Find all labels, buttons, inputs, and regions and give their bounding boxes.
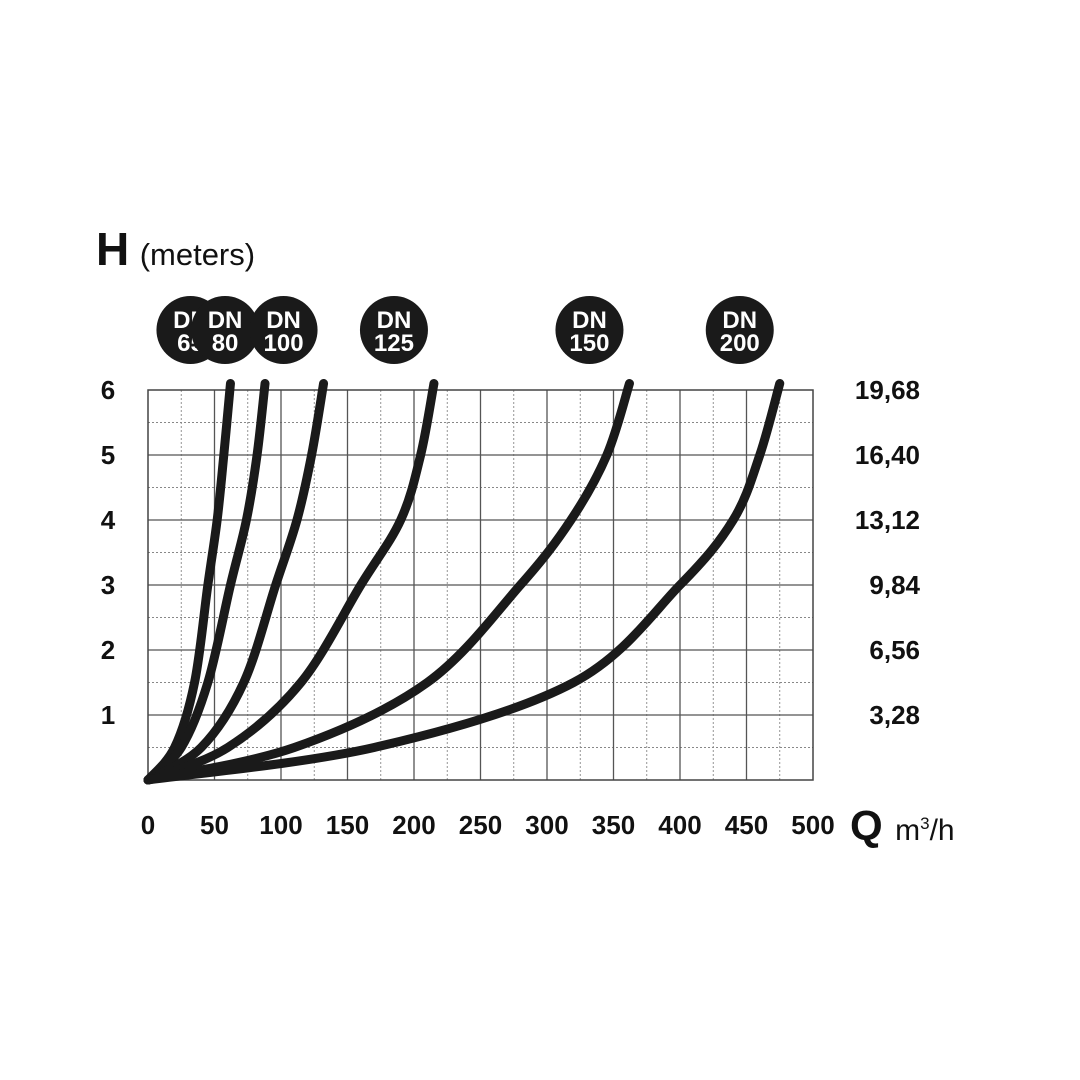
badge-label-bottom: 150	[569, 330, 609, 357]
badge-label-top: DN	[722, 307, 757, 334]
badge-circle	[705, 296, 774, 364]
curve-dn100	[143, 379, 329, 785]
x-tick-label: 200	[392, 810, 435, 840]
badge-circle	[191, 296, 260, 364]
y-axis-title: H (meters)	[96, 222, 255, 276]
y-tick-label: 3	[101, 570, 115, 600]
y-tick-label: 1	[101, 700, 115, 730]
plot-frame	[147, 389, 814, 781]
badge-label-top: DN	[572, 307, 607, 334]
curve-dn150	[143, 379, 634, 785]
x-axis-unit-base: m	[895, 814, 921, 847]
x-tick-label: 150	[326, 810, 369, 840]
y2-axis-ticks: 3,28 6,56 9,84 13,12 16,40 19,68	[855, 375, 921, 730]
badge-label-bottom: 100	[264, 330, 304, 357]
x-tick-label: 500	[791, 810, 834, 840]
badge-circle	[249, 296, 318, 364]
x-tick-label: 0	[141, 810, 155, 840]
y-tick-label: 4	[101, 505, 116, 535]
x-tick-label: 50	[200, 810, 229, 840]
curves	[143, 379, 785, 785]
x-axis-title: Q m3/h	[850, 802, 955, 850]
x-tick-label: 100	[259, 810, 302, 840]
y-tick-label: 5	[101, 440, 115, 470]
curve-dn125	[143, 379, 439, 785]
x-tick-label: 400	[658, 810, 701, 840]
y2-tick-label: 6,56	[869, 635, 920, 665]
badge-label-top: DN	[208, 307, 243, 334]
y-axis-unit: (meters)	[139, 237, 256, 272]
y2-tick-label: 19,68	[855, 375, 920, 405]
x-tick-label: 350	[592, 810, 635, 840]
badge-label-top: DN	[266, 307, 301, 334]
x-tick-label: 300	[525, 810, 568, 840]
x-axis-symbol: Q	[850, 802, 883, 849]
badge-label-bottom: 200	[720, 330, 760, 357]
curve-dn80	[143, 379, 270, 785]
y-axis-ticks: 1 2 3 4 5 6	[101, 375, 116, 730]
y2-tick-label: 13,12	[855, 505, 920, 535]
y-tick-label: 2	[101, 635, 115, 665]
badge-label-top: DN	[377, 307, 412, 334]
y-axis-symbol: H	[96, 223, 130, 275]
badge-label-bottom: 125	[374, 330, 414, 357]
x-axis-ticks: 0 50 100 150 200 250 300 350 400 450 500	[141, 810, 835, 840]
badge-circle	[555, 296, 624, 364]
badge-circle	[359, 296, 428, 364]
x-tick-label: 450	[725, 810, 768, 840]
x-axis-unit-suffix: /h	[929, 814, 955, 847]
y2-tick-label: 9,84	[869, 570, 920, 600]
curve-dn65	[143, 379, 235, 785]
x-tick-label: 250	[459, 810, 502, 840]
y2-tick-label: 16,40	[855, 440, 920, 470]
curve-dn200	[143, 379, 785, 785]
y2-tick-label: 3,28	[869, 700, 920, 730]
x-axis-unit: m3/h	[895, 814, 955, 847]
badge-label-bottom: 80	[212, 330, 239, 357]
x-axis-unit-superscript: 3	[920, 814, 930, 833]
y-tick-label: 6	[101, 375, 115, 405]
